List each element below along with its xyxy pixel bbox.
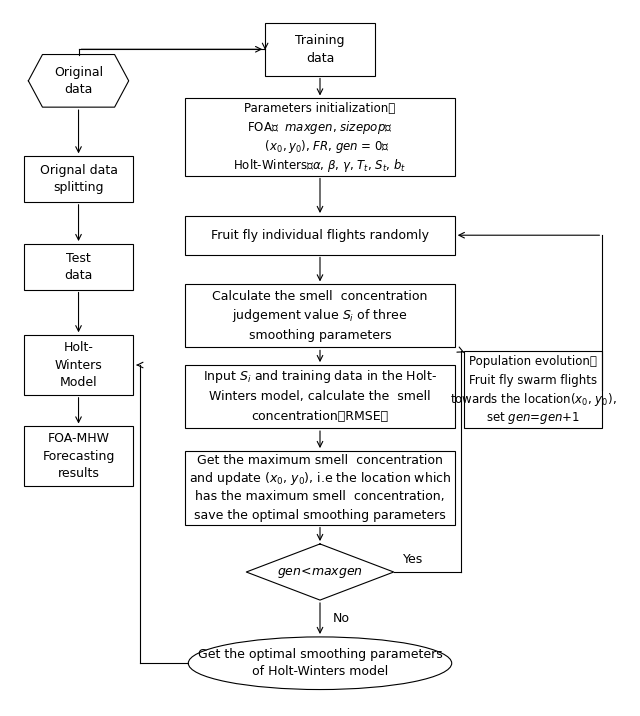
FancyBboxPatch shape [185, 98, 455, 175]
FancyBboxPatch shape [24, 244, 133, 289]
Text: Get the optimal smoothing parameters
of Holt-Winters model: Get the optimal smoothing parameters of … [198, 648, 442, 679]
Text: set $\it{gen}$=$\it{gen}$+1: set $\it{gen}$=$\it{gen}$+1 [486, 410, 580, 426]
Text: FOA-MHW
Forecasting
results: FOA-MHW Forecasting results [42, 432, 115, 480]
Text: $\it{(x_0, y_0)}$, $\it{FR}$, $\it{gen}$ = 0；: $\it{(x_0, y_0)}$, $\it{FR}$, $\it{gen}$… [250, 138, 390, 155]
Text: Winters model, calculate the  smell: Winters model, calculate the smell [209, 390, 431, 403]
Text: Orignal data
splitting: Orignal data splitting [40, 164, 118, 194]
Text: towards the location($\it{x_0}$, $\it{y_0}$),: towards the location($\it{x_0}$, $\it{y_… [450, 390, 616, 407]
Text: Original
data: Original data [54, 66, 103, 96]
Polygon shape [28, 54, 129, 107]
Text: Population evolution：: Population evolution： [469, 354, 597, 367]
Text: Training
data: Training data [295, 34, 345, 64]
Text: concentration（RMSE）: concentration（RMSE） [252, 410, 388, 422]
Text: Holt-Winters：$\it{\alpha}$, $\it{\beta}$, $\it{\gamma}$, $\it{T_t}$, $\it{S_t}$,: Holt-Winters：$\it{\alpha}$, $\it{\beta}$… [234, 157, 406, 174]
Text: No: No [333, 612, 349, 625]
Polygon shape [246, 544, 394, 600]
FancyBboxPatch shape [24, 335, 133, 395]
FancyBboxPatch shape [24, 156, 133, 202]
FancyBboxPatch shape [24, 427, 133, 486]
FancyBboxPatch shape [265, 23, 375, 76]
Text: $\it{gen}$<$\it{maxgen}$: $\it{gen}$<$\it{maxgen}$ [277, 564, 363, 579]
Text: smoothing parameters: smoothing parameters [249, 329, 391, 342]
Text: Test
data: Test data [65, 251, 93, 282]
Ellipse shape [188, 637, 452, 690]
Text: Input $\it{S_i}$ and training data in the Holt-: Input $\it{S_i}$ and training data in th… [203, 369, 437, 385]
Text: Holt-
Winters
Model: Holt- Winters Model [54, 341, 102, 389]
FancyBboxPatch shape [185, 284, 455, 347]
Text: save the optimal smoothing parameters: save the optimal smoothing parameters [194, 508, 446, 522]
FancyBboxPatch shape [185, 365, 455, 428]
Text: Get the maximum smell  concentration: Get the maximum smell concentration [197, 454, 443, 467]
FancyBboxPatch shape [464, 351, 602, 428]
Text: Yes: Yes [403, 553, 423, 566]
FancyBboxPatch shape [185, 451, 455, 525]
Text: FOA：  $\it{maxgen}$, $\it{sizepop}$、: FOA： $\it{maxgen}$, $\it{sizepop}$、 [247, 119, 393, 136]
FancyBboxPatch shape [185, 216, 455, 254]
Text: has the maximum smell  concentration,: has the maximum smell concentration, [195, 490, 445, 503]
Text: Fruit fly swarm flights: Fruit fly swarm flights [469, 374, 597, 387]
Text: Calculate the smell  concentration: Calculate the smell concentration [212, 290, 428, 303]
Text: judgement value $\it{S_i}$ of three: judgement value $\it{S_i}$ of three [232, 307, 408, 324]
Text: Parameters initialization：: Parameters initialization： [244, 102, 396, 115]
Text: Fruit fly individual flights randomly: Fruit fly individual flights randomly [211, 228, 429, 242]
Text: and update ($\it{x_0}$, $\it{y_0}$), i.e the location which: and update ($\it{x_0}$, $\it{y_0}$), i.e… [189, 470, 451, 487]
